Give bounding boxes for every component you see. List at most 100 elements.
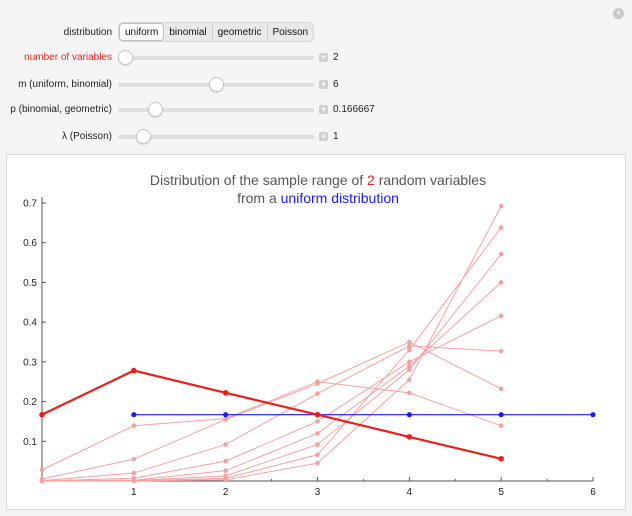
background-series-point bbox=[223, 468, 228, 473]
y-tick-label: 0.6 bbox=[23, 238, 37, 249]
distribution-label: distribution bbox=[63, 27, 112, 38]
x-tick-label: 4 bbox=[407, 487, 413, 498]
background-series-point bbox=[315, 419, 320, 424]
background-series-point bbox=[315, 442, 320, 447]
uniform-series-point bbox=[223, 412, 229, 418]
background-series-line bbox=[42, 205, 502, 482]
background-series-line bbox=[41, 345, 502, 482]
background-series-point bbox=[315, 391, 320, 396]
lambda-expand-icon[interactable]: + bbox=[319, 131, 328, 141]
background-series-point bbox=[498, 313, 504, 319]
highlight-series-point bbox=[131, 367, 137, 374]
uniform-series-point bbox=[498, 412, 504, 418]
y-tick-label: 0.1 bbox=[23, 437, 37, 448]
background-series-point bbox=[407, 367, 412, 373]
chart: Distribution of the sample range of 2 ra… bbox=[23, 172, 596, 498]
num-vars-expand-icon[interactable]: + bbox=[319, 52, 328, 62]
chart-title-line1: Distribution of the sample range of 2 ra… bbox=[150, 172, 486, 188]
background-series-point bbox=[498, 348, 504, 354]
highlight-series-point bbox=[498, 455, 504, 462]
distribution-option-uniform[interactable]: uniform bbox=[119, 23, 165, 41]
background-series-line bbox=[41, 315, 502, 482]
background-series-point bbox=[407, 339, 412, 345]
distribution-option-geometric[interactable]: geometric bbox=[213, 23, 268, 41]
m-label: m (uniform, binomial) bbox=[18, 79, 112, 90]
m-value: 6 bbox=[333, 79, 339, 90]
title-part2: random variables bbox=[375, 172, 486, 188]
background-series-point bbox=[407, 390, 412, 396]
num-vars-label: number of variables bbox=[24, 52, 112, 63]
background-series-point bbox=[407, 343, 412, 349]
background-series-point bbox=[498, 280, 504, 285]
y-tick-label: 0.2 bbox=[23, 397, 37, 408]
highlight-series-point bbox=[222, 390, 229, 396]
m-label-text: m (uniform, binomial) bbox=[18, 79, 112, 90]
background-series-line bbox=[41, 341, 502, 480]
y-tick-label: 0.7 bbox=[23, 199, 37, 210]
background-series-point bbox=[131, 423, 137, 429]
x-tick-label: 3 bbox=[315, 487, 321, 498]
uniform-series-point bbox=[131, 412, 137, 418]
background-series-point bbox=[315, 452, 320, 458]
background-series-point bbox=[407, 377, 412, 383]
background-series-point bbox=[498, 386, 504, 392]
background-series-line bbox=[41, 381, 502, 471]
background-series-point bbox=[131, 456, 137, 462]
p-thumb[interactable] bbox=[148, 102, 164, 117]
title-part1: Distribution of the sample range of bbox=[150, 172, 367, 188]
background-series-point bbox=[39, 478, 45, 484]
highlight-series-point bbox=[406, 434, 413, 440]
background-series-point bbox=[498, 251, 504, 257]
p-label: p (binomial, geometric) bbox=[10, 104, 112, 115]
uniform-series-point bbox=[406, 412, 412, 418]
title-prefix: from a bbox=[237, 190, 281, 206]
chart-marks bbox=[39, 203, 596, 484]
background-series-point bbox=[223, 417, 228, 422]
title-n: 2 bbox=[367, 172, 375, 188]
x-tick-label: 6 bbox=[590, 487, 596, 498]
background-series-point bbox=[407, 347, 412, 353]
y-tick-label: 0.3 bbox=[23, 357, 37, 368]
x-tick-label: 1 bbox=[131, 487, 137, 498]
p-track[interactable] bbox=[118, 108, 314, 112]
background-series-point bbox=[315, 460, 320, 466]
background-series-point bbox=[131, 478, 137, 484]
lambda-value: 1 bbox=[333, 131, 339, 142]
distribution-option-poisson[interactable]: Poisson bbox=[272, 26, 309, 38]
m-thumb[interactable] bbox=[208, 77, 224, 92]
plot-panel: Distribution of the sample range of 2 ra… bbox=[6, 154, 626, 510]
lambda-label: λ (Poisson) bbox=[61, 131, 112, 142]
num-vars-thumb[interactable] bbox=[118, 50, 133, 65]
background-series-point bbox=[407, 363, 412, 369]
num-vars-track[interactable] bbox=[118, 56, 314, 60]
x-tick-label: 2 bbox=[223, 487, 229, 498]
highlight-series-point bbox=[314, 411, 321, 418]
distribution-selector[interactable]: uniform binomial geometric Poisson bbox=[118, 22, 315, 42]
m-expand-icon[interactable]: + bbox=[319, 79, 328, 89]
options-gear-icon[interactable]: + bbox=[613, 8, 624, 19]
background-series-point bbox=[498, 423, 504, 429]
background-series-point bbox=[315, 431, 320, 436]
lambda-thumb[interactable] bbox=[136, 129, 152, 144]
highlight-series-line bbox=[41, 369, 502, 460]
background-series-line bbox=[41, 253, 502, 482]
y-tick-label: 0.4 bbox=[23, 318, 37, 329]
background-series-point bbox=[223, 458, 228, 464]
uniform-series-point bbox=[590, 412, 596, 418]
axes: 1 2 3 4 5 6 0.1 0.2 0.3 0.4 0.5 0.6 0.7 bbox=[23, 197, 596, 498]
background-series-point bbox=[223, 477, 228, 483]
background-series-point bbox=[315, 381, 320, 386]
x-tick-label: 5 bbox=[498, 487, 504, 498]
p-expand-icon[interactable]: + bbox=[319, 104, 328, 114]
title-dist: uniform distribution bbox=[281, 190, 399, 206]
background-series-point bbox=[39, 467, 45, 473]
num-vars-value: 2 bbox=[333, 52, 339, 63]
background-series-point bbox=[407, 359, 412, 365]
y-tick-label: 0.5 bbox=[23, 278, 37, 289]
lambda-track[interactable] bbox=[118, 135, 314, 139]
background-series-point bbox=[131, 470, 137, 476]
background-series-point bbox=[498, 225, 504, 230]
background-series-point bbox=[223, 442, 228, 447]
distribution-option-binomial[interactable]: binomial bbox=[164, 23, 213, 41]
p-value: 0.166667 bbox=[333, 104, 375, 115]
